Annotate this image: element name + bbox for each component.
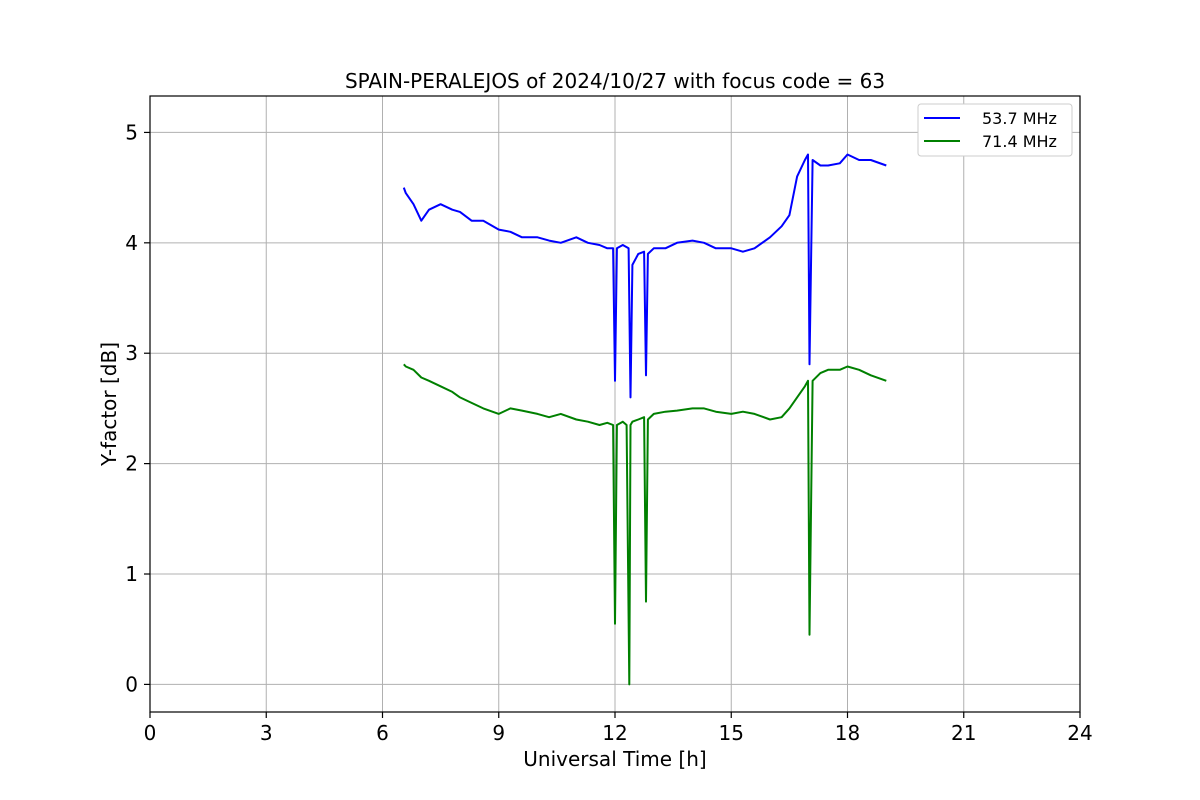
y-tick-label: 3 <box>125 341 138 365</box>
chart-title: SPAIN-PERALEJOS of 2024/10/27 with focus… <box>345 69 885 93</box>
x-tick-label: 9 <box>492 721 505 745</box>
x-tick-label: 15 <box>719 721 744 745</box>
x-tick-label: 24 <box>1067 721 1092 745</box>
x-tick-label: 0 <box>144 721 157 745</box>
x-tick-label: 3 <box>260 721 273 745</box>
y-tick-label: 5 <box>125 120 138 144</box>
series-line-2 <box>403 363 887 686</box>
y-axis: 0 1 2 3 4 5 <box>125 120 150 696</box>
series-group <box>402 153 887 686</box>
y-axis-title: Y-factor [dB] <box>97 342 121 467</box>
series-line-1 <box>402 153 887 399</box>
y-tick-label: 4 <box>125 231 138 255</box>
legend-label-2: 71.4 MHz <box>982 132 1057 151</box>
y-tick-label: 2 <box>125 452 138 476</box>
legend: 53.7 MHz 71.4 MHz <box>917 103 1073 157</box>
x-axis: 0 3 6 9 12 15 18 21 24 <box>144 712 1093 745</box>
x-tick-label: 21 <box>951 721 976 745</box>
x-axis-title: Universal Time [h] <box>523 747 706 771</box>
x-tick-label: 12 <box>602 721 627 745</box>
x-tick-label: 18 <box>835 721 860 745</box>
y-tick-label: 0 <box>125 672 138 696</box>
legend-label-1: 53.7 MHz <box>982 109 1057 128</box>
x-tick-label: 6 <box>376 721 389 745</box>
y-tick-label: 1 <box>125 562 138 586</box>
